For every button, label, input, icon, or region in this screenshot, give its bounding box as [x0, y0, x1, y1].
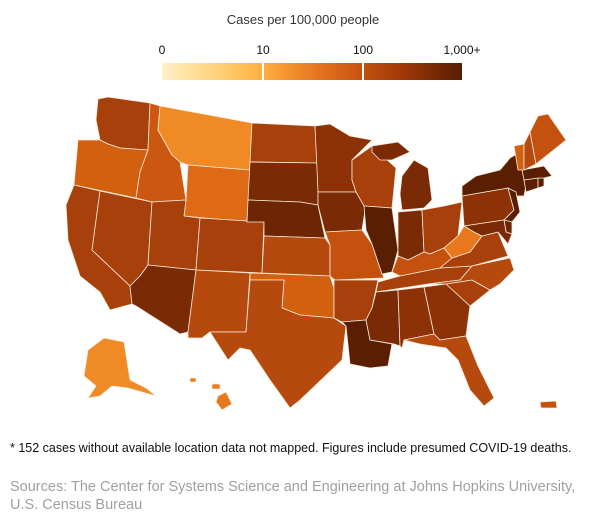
- legend-title: Cases per 100,000 people: [226, 12, 380, 27]
- legend-divider: [262, 63, 264, 80]
- state-wyoming: [183, 164, 251, 223]
- state-rhode-island: [537, 177, 545, 189]
- state-maine: [529, 113, 567, 165]
- state-indiana: [397, 209, 425, 261]
- state-illinois: [363, 205, 399, 275]
- legend-tick-label: 10: [256, 43, 270, 57]
- state-north-carolina: [427, 257, 515, 291]
- state-massachusetts: [521, 165, 553, 181]
- state-kansas: [261, 235, 331, 277]
- legend-ticks: 0 10 100 1,000+: [0, 43, 606, 59]
- state-iowa: [317, 191, 367, 233]
- legend-tick-label: 100: [352, 43, 374, 57]
- state-alaska: [83, 337, 157, 399]
- us-choropleth-map: [65, 96, 567, 411]
- legend-color-bar: [162, 63, 462, 80]
- state-south-dakota: [247, 161, 319, 206]
- state-missouri: [324, 229, 385, 281]
- state-florida: [403, 333, 495, 407]
- state-north-dakota: [249, 122, 319, 164]
- state-hawaii: [189, 377, 233, 411]
- state-michigan: [371, 141, 433, 211]
- state-colorado: [195, 217, 265, 274]
- state-maryland: [463, 219, 513, 245]
- sources-credit: Sources: The Center for Systems Science …: [10, 479, 576, 513]
- territory-puerto-rico: [539, 400, 558, 409]
- legend-tick-label: 1,000+: [443, 43, 481, 57]
- state-new-mexico: [187, 269, 251, 339]
- legend-divider: [362, 63, 364, 80]
- footnote: * 152 cases without available location d…: [10, 441, 572, 455]
- legend-tick-label: 0: [158, 43, 166, 57]
- state-texas: [209, 279, 347, 409]
